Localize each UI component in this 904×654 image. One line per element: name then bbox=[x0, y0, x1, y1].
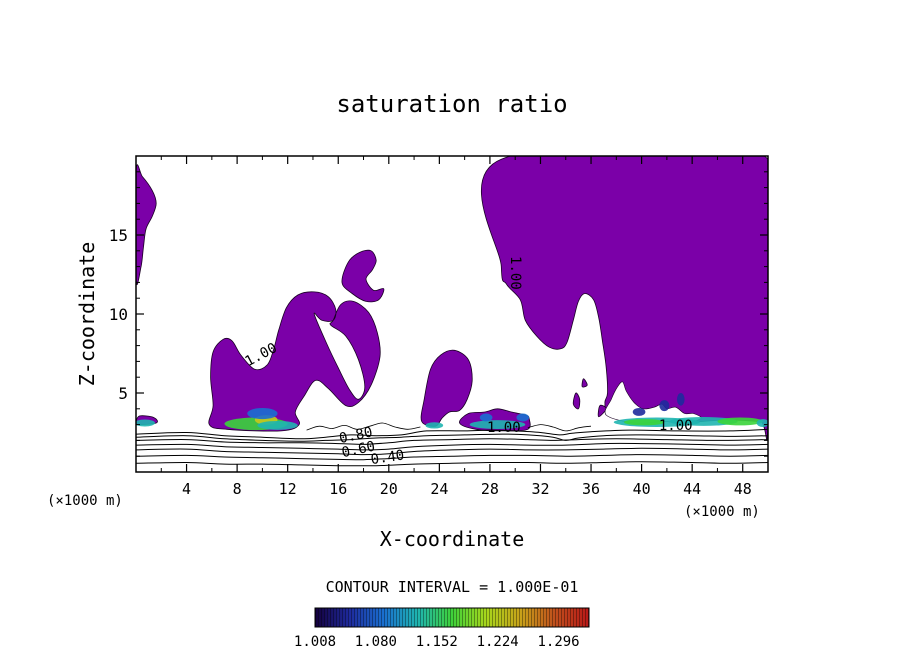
contour-line bbox=[136, 447, 768, 456]
plot-area: 1.001.001.00 1.000.800.600.40 bbox=[136, 156, 768, 469]
supersaturated-region bbox=[597, 404, 607, 418]
supersaturated-region bbox=[572, 392, 581, 410]
contour-line bbox=[136, 461, 768, 467]
color-spot bbox=[469, 420, 526, 430]
y-tick-label: 5 bbox=[118, 384, 128, 403]
color-spot bbox=[136, 419, 155, 427]
x-tick-label: 16 bbox=[329, 480, 347, 498]
contour-line-layer bbox=[136, 422, 768, 467]
colorbar-label: 1.080 bbox=[355, 634, 397, 650]
x-tick-label: 8 bbox=[233, 480, 242, 498]
supersaturated-region bbox=[481, 156, 768, 440]
contour-line bbox=[136, 428, 768, 440]
x-tick-label: 40 bbox=[633, 480, 651, 498]
color-spot bbox=[479, 413, 493, 422]
color-spot bbox=[247, 408, 278, 420]
y-tick-label: 10 bbox=[109, 305, 128, 324]
y-axis-label: Z-coordinate bbox=[75, 242, 99, 387]
x-tick-label: 20 bbox=[380, 480, 398, 498]
color-spot bbox=[257, 420, 298, 430]
color-spot bbox=[669, 417, 738, 426]
color-spot bbox=[717, 417, 763, 426]
contour-label: 1.00 bbox=[507, 256, 523, 290]
contour-line bbox=[136, 454, 768, 461]
color-spot bbox=[632, 408, 646, 416]
color-spot-layer bbox=[136, 393, 768, 431]
contour-line bbox=[306, 422, 421, 431]
x-tick-label: 44 bbox=[683, 480, 701, 498]
x-axis-ticks: 4 8 12 16 20 24 28 32 36 40 44 48 bbox=[160, 156, 752, 498]
x-tick-label: 32 bbox=[531, 480, 549, 498]
contour-line bbox=[136, 438, 768, 445]
contour-label: 0.80 bbox=[338, 424, 374, 447]
supersaturated-region bbox=[341, 249, 385, 303]
supersaturated-region bbox=[581, 378, 588, 388]
x-tick-label: 28 bbox=[481, 480, 499, 498]
colorbar-label: 1.008 bbox=[294, 634, 336, 650]
chart-title: saturation ratio bbox=[336, 90, 567, 118]
x-tick-label: 36 bbox=[582, 480, 600, 498]
contour-interval-text: CONTOUR INTERVAL = 1.000E-01 bbox=[326, 578, 579, 596]
contour-label: 1.00 bbox=[659, 418, 693, 434]
x-tick-label: 12 bbox=[279, 480, 297, 498]
colorbar-stripes bbox=[315, 608, 589, 627]
color-spot bbox=[676, 393, 685, 406]
color-spot bbox=[659, 400, 670, 412]
contour-line bbox=[527, 424, 592, 432]
x-unit-label-right: (×1000 m) bbox=[684, 504, 760, 520]
color-spot bbox=[425, 422, 444, 429]
color-spot bbox=[623, 419, 665, 426]
y-tick-label: 15 bbox=[109, 226, 128, 245]
colorbar-label: 1.224 bbox=[477, 634, 519, 650]
x-axis-label: X-coordinate bbox=[380, 527, 525, 551]
colorbar-label: 1.152 bbox=[416, 634, 458, 650]
contour-label: 1.00 bbox=[487, 420, 521, 436]
x-tick-label: 24 bbox=[430, 480, 448, 498]
contour-label: 0.60 bbox=[340, 439, 376, 462]
supersaturated-region bbox=[420, 349, 473, 427]
colorbar-label: 1.296 bbox=[537, 634, 579, 650]
supersaturated-region bbox=[208, 291, 381, 432]
x-unit-label-left: (×1000 m) bbox=[47, 493, 123, 509]
color-spot bbox=[516, 413, 530, 422]
supersaturated-fill-layer bbox=[136, 156, 768, 440]
y-axis-ticks: 5 10 15 bbox=[109, 171, 768, 457]
colorbar-labels: 1.008 1.080 1.152 1.224 1.296 bbox=[294, 634, 580, 650]
x-tick-label: 48 bbox=[734, 480, 752, 498]
x-tick-label: 4 bbox=[182, 480, 191, 498]
contour-label: 0.40 bbox=[370, 448, 406, 469]
contour-line bbox=[136, 433, 768, 442]
contour-line bbox=[136, 442, 768, 451]
